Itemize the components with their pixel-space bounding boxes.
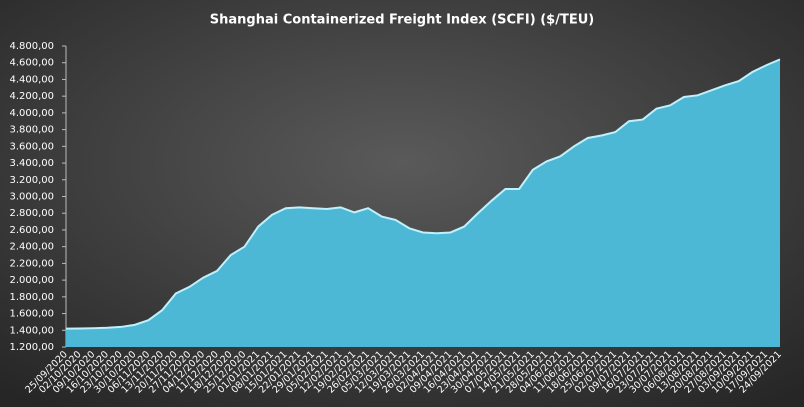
y-tick-label: 2.400,00 <box>9 242 54 253</box>
chart-title: Shanghai Containerized Freight Index (SC… <box>210 13 594 28</box>
y-tick-label: 3.400,00 <box>9 158 54 169</box>
y-tick-label: 3.200,00 <box>9 175 54 186</box>
y-tick-label: 4.000,00 <box>9 108 54 119</box>
y-tick-label: 2.000,00 <box>9 275 54 286</box>
y-tick-label: 1.200,00 <box>9 342 54 353</box>
area <box>66 59 780 347</box>
y-tick-label: 4.400,00 <box>9 74 54 85</box>
y-tick-label: 4.200,00 <box>9 91 54 102</box>
y-tick-label: 1.800,00 <box>9 292 54 303</box>
area-edge <box>65 58 781 330</box>
y-tick-label: 4.600,00 <box>9 58 54 69</box>
y-tick-label: 4.800,00 <box>9 41 54 52</box>
y-tick-label: 1.400,00 <box>9 325 54 336</box>
y-tick-label: 3.600,00 <box>9 141 54 152</box>
y-tick-label: 2.600,00 <box>9 225 54 236</box>
y-tick-label: 2.800,00 <box>9 208 54 219</box>
y-tick-label: 3.000,00 <box>9 192 54 203</box>
y-tick-label: 1.600,00 <box>9 309 54 320</box>
y-tick-label: 3.800,00 <box>9 125 54 136</box>
y-tick-label: 2.200,00 <box>9 258 54 269</box>
